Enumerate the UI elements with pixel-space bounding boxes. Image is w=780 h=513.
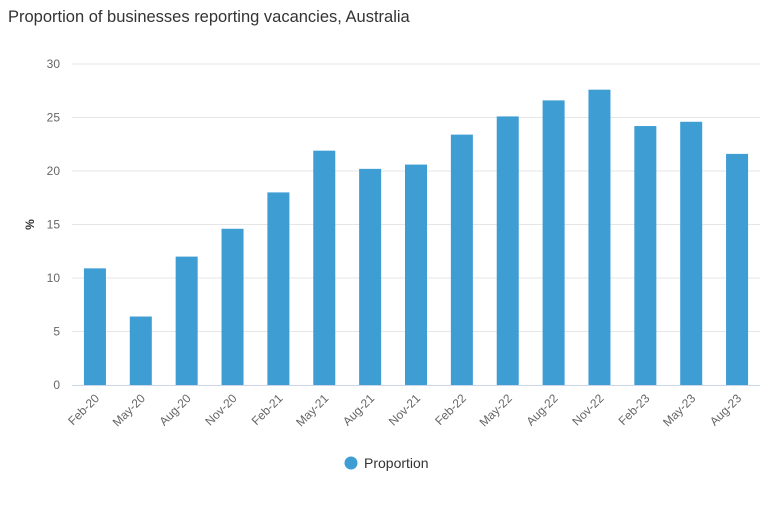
x-tick-label: Feb-22 xyxy=(432,391,469,428)
y-tick-label: 5 xyxy=(53,325,60,339)
legend-label-proportion[interactable]: Proportion xyxy=(364,455,429,471)
legend-marker-proportion[interactable] xyxy=(344,456,358,470)
bar[interactable] xyxy=(542,100,565,385)
bars xyxy=(83,89,749,386)
y-tick-label: 10 xyxy=(47,271,61,285)
x-tick-label: Feb-23 xyxy=(616,391,653,428)
y-axis-label: % xyxy=(23,219,37,230)
x-tick-label: May-21 xyxy=(293,391,331,429)
x-tick-label: Feb-20 xyxy=(65,391,102,428)
x-tick-label: Aug-23 xyxy=(707,391,744,428)
bar[interactable] xyxy=(129,316,152,385)
bar[interactable] xyxy=(588,89,611,386)
bar[interactable] xyxy=(450,134,473,385)
y-axis-ticks: 0 5 10 15 20 25 30 xyxy=(47,57,61,392)
bar[interactable] xyxy=(221,228,244,385)
x-tick-label: Nov-22 xyxy=(569,391,606,428)
bar[interactable] xyxy=(313,150,336,385)
bar[interactable] xyxy=(634,126,657,385)
y-tick-label: 20 xyxy=(47,164,61,178)
x-tick-label: Aug-20 xyxy=(157,391,194,428)
bar[interactable] xyxy=(726,153,749,385)
x-axis-ticks: Feb-20 May-20 Aug-20 Nov-20 Feb-21 May-21 Aug-… xyxy=(65,391,744,429)
y-tick-label: 0 xyxy=(53,378,60,392)
x-tick-label: May-22 xyxy=(477,391,515,429)
y-tick-label: 30 xyxy=(47,57,61,71)
legend[interactable]: Proportion xyxy=(344,455,429,471)
bar[interactable] xyxy=(359,168,382,385)
y-tick-label: 25 xyxy=(47,111,61,125)
x-tick-label: Nov-21 xyxy=(386,391,423,428)
bar[interactable] xyxy=(267,192,290,385)
bar[interactable] xyxy=(496,116,519,386)
x-tick-label: May-23 xyxy=(660,391,698,429)
x-tick-label: Nov-20 xyxy=(202,391,239,428)
y-tick-label: 15 xyxy=(47,218,61,232)
x-tick-label: Aug-22 xyxy=(523,391,560,428)
bar[interactable] xyxy=(175,256,198,385)
bar[interactable] xyxy=(83,268,106,385)
x-tick-label: Feb-21 xyxy=(249,391,286,428)
bar[interactable] xyxy=(680,121,703,385)
x-tick-label: Aug-21 xyxy=(340,391,377,428)
x-tick-label: May-20 xyxy=(110,391,148,429)
chart-title: Proportion of businesses reporting vacan… xyxy=(8,8,410,26)
bar[interactable] xyxy=(404,164,428,385)
